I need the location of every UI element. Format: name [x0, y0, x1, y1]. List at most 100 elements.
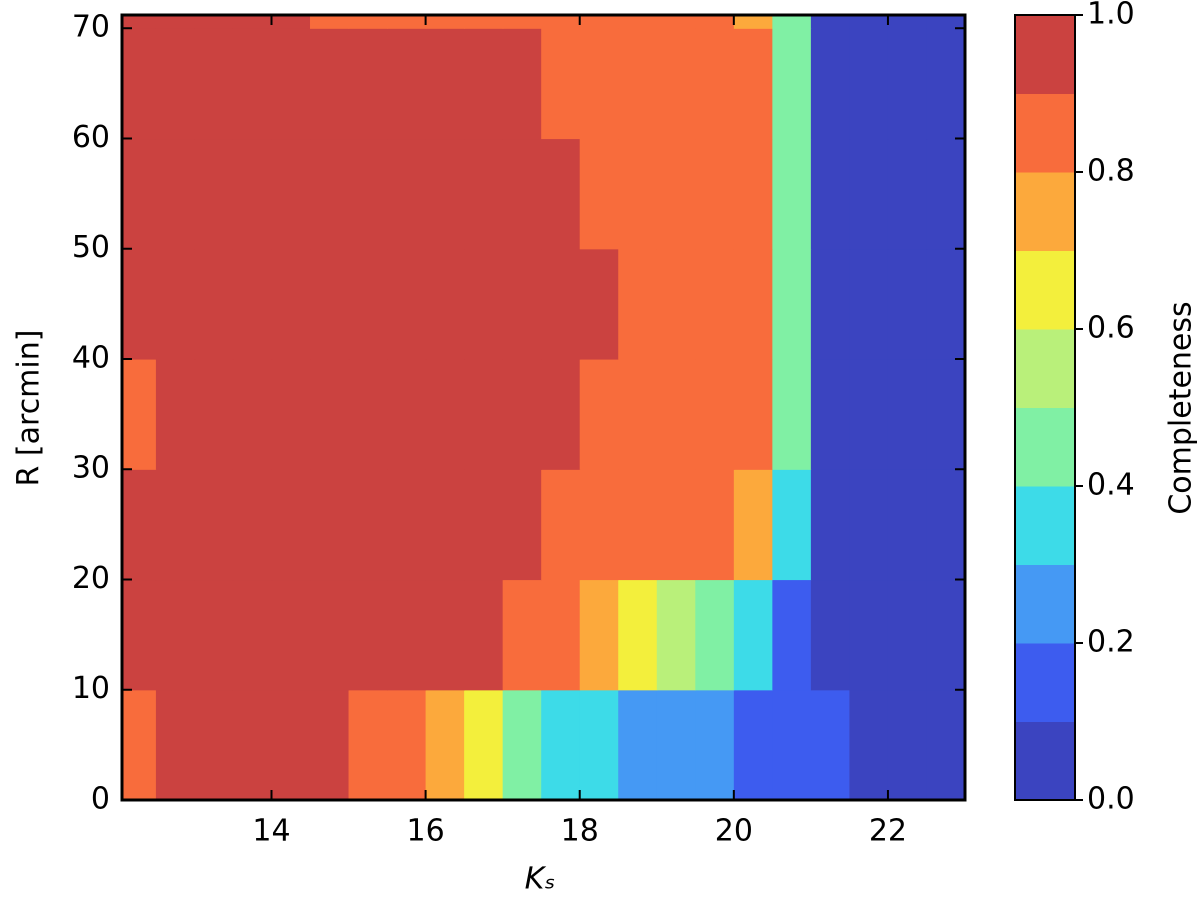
heatmap-cell: [122, 579, 157, 691]
heatmap-cell: [656, 469, 696, 581]
heatmap-cell: [579, 579, 619, 691]
heatmap-cell: [194, 248, 234, 360]
heatmap-cell: [541, 689, 581, 800]
heatmap-cell: [310, 248, 350, 360]
heatmap-cell: [425, 248, 465, 360]
heatmap-cell: [733, 469, 773, 581]
x-tick-label: 18: [561, 814, 599, 849]
heatmap-cell: [695, 15, 735, 29]
heatmap-cell: [387, 138, 427, 250]
heatmap-cell: [579, 358, 619, 470]
heatmap-cell: [810, 469, 851, 581]
heatmap-cell: [271, 248, 311, 360]
heatmap-cell: [155, 358, 196, 470]
heatmap-cell: [618, 469, 658, 581]
heatmap-cell: [695, 28, 735, 140]
heatmap-cell: [502, 358, 542, 470]
heatmap-cell: [387, 28, 427, 140]
heatmap-cell: [271, 15, 311, 29]
heatmap-cell: [772, 358, 812, 470]
heatmap-cell: [464, 358, 504, 470]
colorbar-tick-label: 1.0: [1087, 0, 1135, 32]
colorbar-segment: [1015, 407, 1075, 487]
heatmap-cell: [810, 689, 851, 800]
heatmap-cell: [155, 15, 196, 29]
heatmap-cell: [464, 138, 504, 250]
heatmap-cell: [849, 15, 889, 29]
heatmap-cell: [122, 248, 157, 360]
heatmap-cell: [232, 358, 273, 470]
heatmap-cell: [271, 28, 311, 140]
heatmap-cell: [887, 579, 928, 691]
heatmap-cell: [502, 138, 542, 250]
heatmap-cell: [194, 138, 234, 250]
heatmap-cell: [618, 689, 658, 800]
heatmap-cell: [194, 579, 234, 691]
heatmap-cell: [232, 469, 273, 581]
heatmap-cell: [926, 579, 965, 691]
heatmap-cell: [656, 248, 696, 360]
colorbar-tick-label: 0.0: [1087, 782, 1135, 817]
heatmap-cell: [618, 579, 658, 691]
heatmap-cell: [810, 358, 851, 470]
y-tick-label: 40: [72, 340, 110, 375]
heatmap-cell: [155, 138, 196, 250]
heatmap-cell: [579, 689, 619, 800]
colorbar-segment: [1015, 93, 1075, 173]
heatmap-cell: [810, 138, 851, 250]
heatmap-cell: [579, 28, 619, 140]
heatmap-cell: [733, 579, 773, 691]
heatmap-cell: [733, 689, 773, 800]
heatmap-cell: [733, 28, 773, 140]
heatmap-cell: [618, 358, 658, 470]
heatmap-cell: [194, 28, 234, 140]
heatmap-cell: [618, 15, 658, 29]
heatmap-cell: [464, 469, 504, 581]
heatmap-cell: [887, 138, 928, 250]
heatmap-cell: [348, 28, 388, 140]
heatmap-cell: [656, 689, 696, 800]
heatmap: [122, 15, 965, 800]
heatmap-cell: [425, 469, 465, 581]
colorbar-tick-label: 0.4: [1087, 468, 1135, 503]
heatmap-cell: [271, 579, 311, 691]
plot-frame: [120, 13, 967, 802]
heatmap-cell: [425, 579, 465, 691]
heatmap-cell: [502, 15, 542, 29]
heatmap-cell: [232, 689, 273, 800]
x-tick-label: 22: [869, 814, 907, 849]
heatmap-cell: [122, 469, 157, 581]
x-tick-label: 14: [252, 814, 290, 849]
heatmap-cell: [887, 28, 928, 140]
heatmap-cell: [122, 15, 157, 29]
heatmap-cell: [310, 358, 350, 470]
heatmap-cell: [425, 358, 465, 470]
heatmap-cell: [387, 579, 427, 691]
heatmap-cell: [772, 469, 812, 581]
heatmap-cell: [502, 469, 542, 581]
heatmap-cell: [271, 469, 311, 581]
heatmap-cell: [733, 138, 773, 250]
colorbar-tick-label: 0.6: [1087, 311, 1135, 346]
heatmap-cell: [887, 248, 928, 360]
y-tick-label: 20: [72, 561, 110, 596]
heatmap-cell: [772, 248, 812, 360]
x-axis-label: Kₛ: [525, 862, 556, 897]
heatmap-cell: [232, 28, 273, 140]
colorbar-segment: [1015, 172, 1075, 251]
heatmap-cell: [425, 28, 465, 140]
heatmap-cell: [155, 579, 196, 691]
heatmap-cell: [464, 689, 504, 800]
heatmap-cell: [656, 28, 696, 140]
heatmap-cell: [541, 28, 581, 140]
heatmap-cell: [541, 15, 581, 29]
heatmap-cell: [849, 138, 889, 250]
heatmap-cell: [502, 579, 542, 691]
heatmap-cell: [656, 138, 696, 250]
heatmap-cell: [348, 579, 388, 691]
x-tick-label: 20: [715, 814, 753, 849]
heatmap-cell: [271, 138, 311, 250]
heatmap-cell: [618, 28, 658, 140]
heatmap-cell: [772, 15, 812, 29]
